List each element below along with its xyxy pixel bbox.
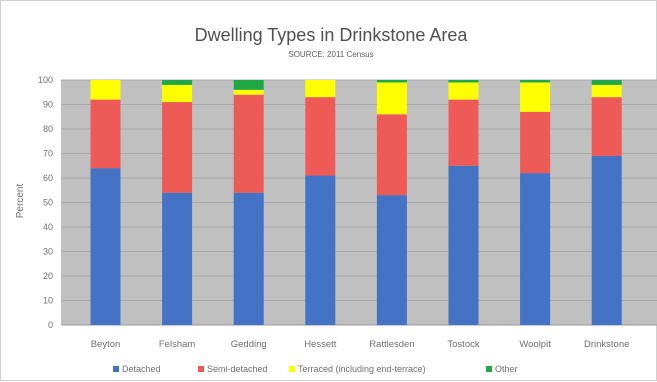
x-tick-label: Gedding: [231, 339, 267, 350]
bar-segment-semi-detached: [448, 99, 479, 166]
chart-subtitle: SOURCE: 2011 Census: [288, 50, 373, 59]
x-tick-label: Beyton: [91, 339, 121, 350]
bar-segment-detached: [520, 173, 551, 325]
bar-segment-semi-detached: [591, 97, 622, 156]
bar-segment-terraced-including-end-terrace: [448, 82, 479, 100]
legend-swatch: [113, 366, 119, 372]
bar-segment-other: [591, 80, 622, 85]
bar-segment-terraced-including-end-terrace: [162, 84, 193, 103]
bar-segment-other: [520, 80, 551, 83]
y-tick-label: 70: [43, 149, 53, 159]
legend-label: Detached: [122, 364, 161, 374]
legend-swatch: [289, 366, 295, 372]
legend-label: Other: [495, 364, 518, 374]
legend: Detached Semi-detached Terraced (including…: [113, 364, 518, 374]
bar-segment-semi-detached: [520, 111, 551, 174]
bar-segment-terraced-including-end-terrace: [591, 84, 622, 98]
y-tick-label: 50: [43, 198, 53, 208]
bar-segment-terraced-including-end-terrace: [90, 80, 121, 100]
legend-swatch: [198, 366, 204, 372]
bar-segment-semi-detached: [376, 114, 407, 196]
bar-segment-other: [448, 80, 479, 83]
bar-segment-detached: [376, 195, 407, 325]
x-tick-label: Woolpit: [519, 339, 551, 350]
bar-segment-detached: [448, 165, 479, 325]
x-tick-label: Hessett: [304, 339, 337, 350]
bar-segment-other: [233, 80, 264, 90]
y-tick-label: 100: [38, 75, 53, 85]
y-tick-label: 20: [43, 271, 53, 281]
bar-segment-semi-detached: [90, 99, 121, 169]
x-tick-label: Felsham: [159, 339, 196, 350]
y-axis-label: Percent: [15, 184, 26, 219]
y-tick-label: 80: [43, 124, 53, 134]
plot-area: 0 10 20 30 40 50 60 70 80 90 100 Beyton Felsham Geddi…: [38, 75, 657, 350]
x-tick-label: Tostock: [447, 339, 479, 350]
x-tick-label: Rattlesden: [369, 339, 414, 350]
bar-segment-terraced-including-end-terrace: [233, 89, 264, 95]
bar-segment-detached: [162, 192, 193, 325]
bar-segment-semi-detached: [162, 102, 193, 193]
x-tick-label: Drinkstone: [584, 339, 629, 350]
legend-swatch: [486, 366, 492, 372]
chart-title: Dwelling Types in Drinkstone Area: [195, 25, 469, 45]
bar-segment-detached: [90, 168, 121, 325]
y-tick-label: 30: [43, 247, 53, 257]
y-tick-label: 90: [43, 100, 53, 110]
legend-label: Terraced (including end-terrace): [298, 364, 426, 374]
y-tick-label: 10: [43, 296, 53, 306]
bar-segment-other: [162, 80, 193, 85]
bar-segment-detached: [591, 155, 622, 325]
bar-segment-terraced-including-end-terrace: [520, 82, 551, 112]
bar-segment-semi-detached: [233, 94, 264, 193]
bar-segment-terraced-including-end-terrace: [376, 82, 407, 115]
y-tick-label: 40: [43, 222, 53, 232]
y-tick-label: 0: [48, 320, 53, 330]
bar-segment-semi-detached: [305, 97, 336, 176]
bar-segment-terraced-including-end-terrace: [305, 80, 336, 98]
bar-segment-detached: [233, 192, 264, 325]
legend-label: Semi-detached: [207, 364, 268, 374]
y-tick-label: 60: [43, 173, 53, 183]
bar-segment-detached: [305, 175, 336, 325]
bar-segment-other: [376, 80, 407, 83]
